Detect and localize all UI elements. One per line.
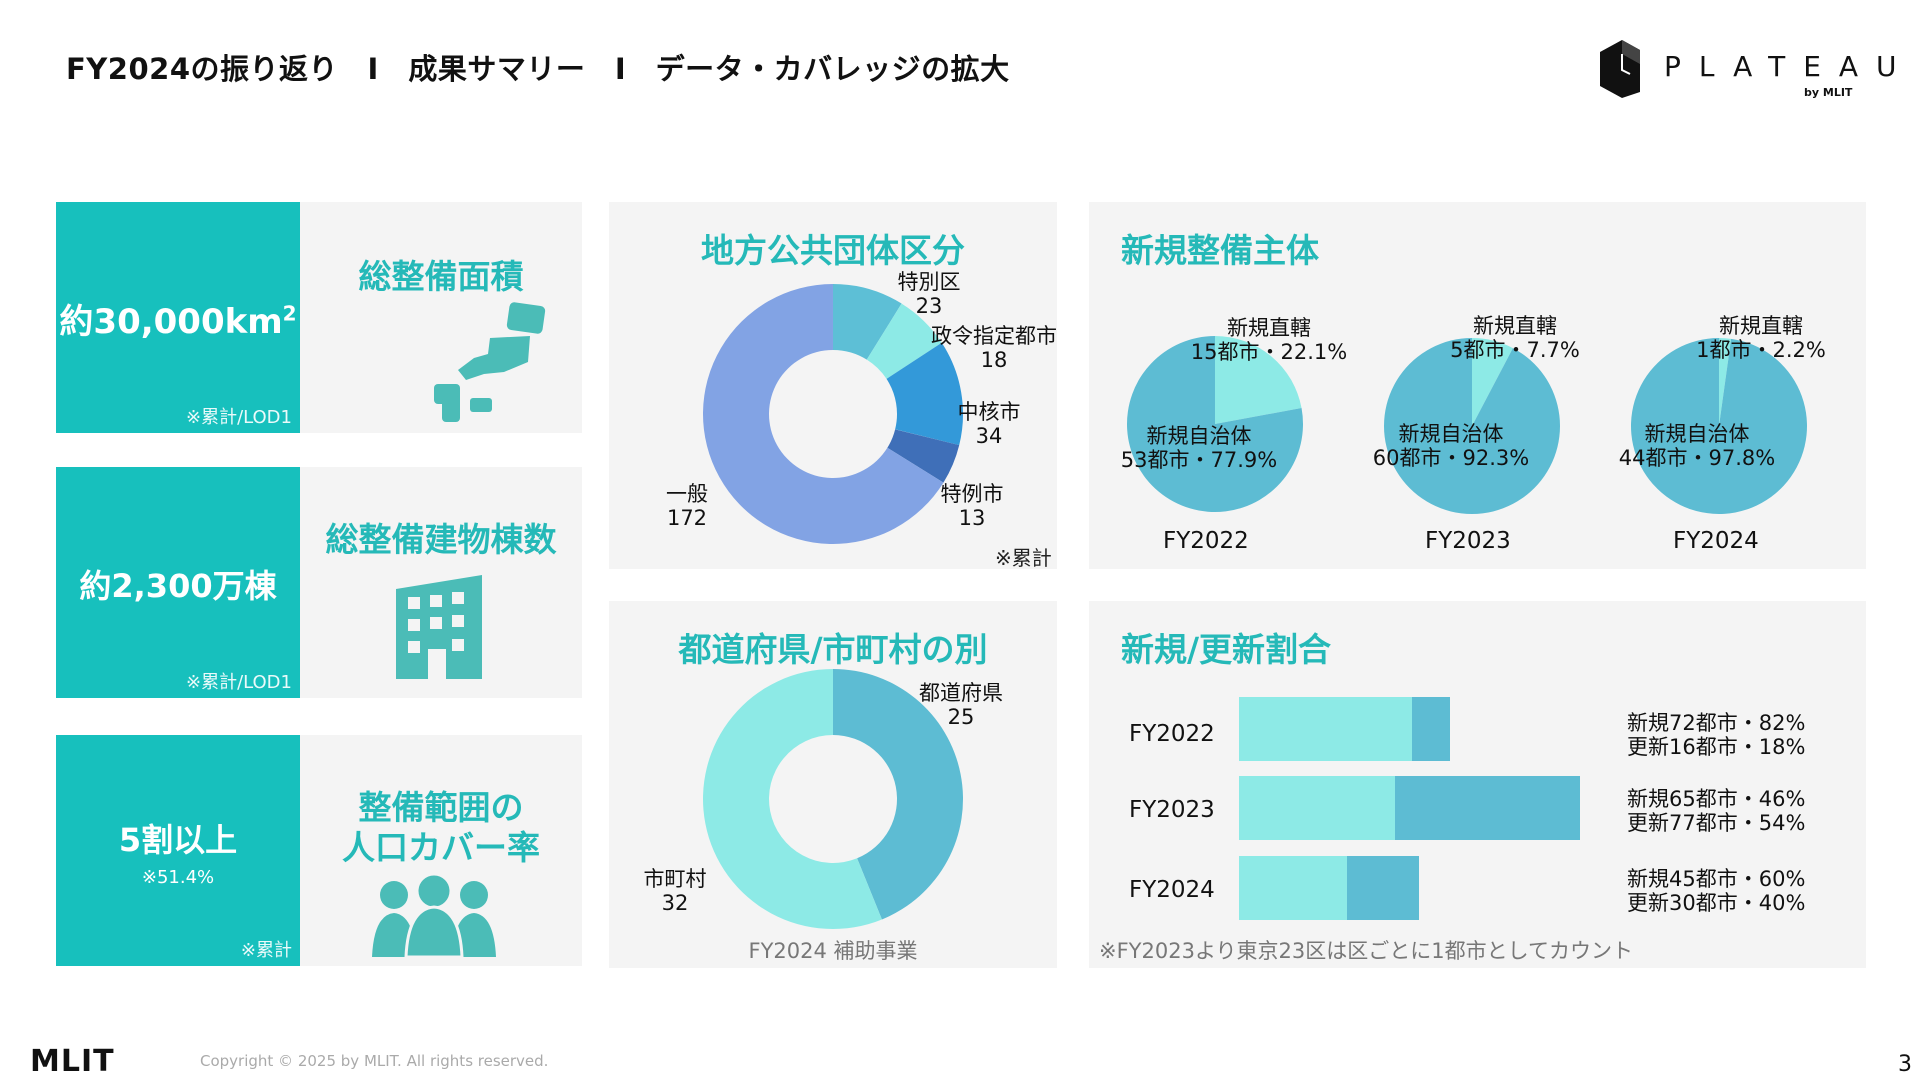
pie-fy2023-local-label: 新規自治体 60都市・92.3% [1372,422,1530,470]
plateau-logo: PLATEAU by MLIT [1600,40,1897,104]
kpi-value-panel: 約30,000km2 ※累計/LOD1 [56,202,300,433]
pie-slice-FY2024-新規直轄 [1719,338,1732,426]
kpi-label: 総整備建物棟数 [325,520,557,559]
kpi-note: ※累計/LOD1 [185,672,292,693]
local-gov-donut [703,284,963,544]
plateau-wordmark: PLATEAU [1664,50,1915,83]
ratio-bar-update [1411,697,1451,761]
kpi-value: 約2,300万棟 [79,567,277,605]
pref-muni-title: 都道府県/市町村の別 [678,630,988,669]
label-general: 一般 172 [666,482,708,530]
building-icon [396,575,482,679]
local-gov-title: 地方公共団体区分 [701,231,965,270]
pref-muni-donut [702,669,963,929]
pie-slice-特別区 [833,284,902,360]
pie-slice-FY2022-新規自治体 [1127,336,1303,512]
people-icon [372,872,496,957]
new-entities-card: 新規整備主体 新規直轄 15都市・22.1% 新規自治体 53都市・77.9% FY… [1089,202,1866,569]
ratio-year-fy2023: FY2023 [1129,797,1215,823]
plateau-cube-icon [1600,40,1640,98]
ratio-year-fy2022: FY2022 [1129,721,1215,747]
ratio-bar-update [1347,856,1420,920]
copyright: Copyright © 2025 by MLIT. All rights res… [200,1052,549,1070]
pie-fy2022-direct-label: 新規直轄 15都市・22.1% [1190,316,1348,364]
kpi-label-line1: 整備範囲の [358,788,524,827]
ratio-bar-new [1239,856,1348,920]
pie-fy2023-direct-label: 新規直轄 5都市・7.7% [1450,314,1580,362]
page-title: FY2024の振り返り I 成果サマリー I データ・カバレッジの拡大 [66,52,1010,86]
pie-slice-市町村 [702,669,882,929]
pie-slice-FY2024-新規自治体 [1631,338,1807,514]
new-entities-pies [1127,336,1807,514]
kpi-card-population: 5割以上 ※51.4% ※累計 整備範囲の 人口カバー率 [56,735,582,966]
ratio-bar-new [1239,776,1396,840]
page-number: 3 [1898,1052,1912,1077]
kpi-value-panel: 5割以上 ※51.4% ※累計 [56,735,300,966]
kpi-card-area: 約30,000km2 ※累計/LOD1 総整備面積 [56,202,582,433]
pie-fy2024-local-label: 新規自治体 44都市・97.8% [1618,422,1776,470]
pie-fy2024-direct-label: 新規直轄 1都市・2.2% [1696,314,1826,362]
ratio-text-fy2023: 新規65都市・46% 更新77都市・54% [1627,787,1806,835]
ratio-text-fy2022: 新規72都市・82% 更新16都市・18% [1627,711,1806,759]
pie-fy2024-year: FY2024 [1673,528,1759,554]
pie-slice-中核市 [886,342,963,446]
pie-fy2022-local-label: 新規自治体 53都市・77.9% [1120,424,1278,472]
pie-fy2022-year: FY2022 [1163,528,1249,554]
ratio-bar-update [1395,776,1580,840]
label-special-city: 特例市 13 [940,482,1004,530]
pie-slice-FY2022-新規直轄 [1215,336,1302,424]
kpi-card-buildings: 約2,300万棟 ※累計/LOD1 総整備建物棟数 [56,467,582,698]
ratio-bar-new [1239,697,1412,761]
kpi-value: 約30,000km2 [59,301,297,342]
pie-slice-特例市 [887,429,960,483]
new-entities-title: 新規整備主体 [1121,231,1319,270]
kpi-sub: ※51.4% [141,867,215,888]
ratio-year-fy2024: FY2024 [1129,877,1215,903]
pie-slice-都道府県 [833,669,963,920]
label-municipality: 市町村 32 [643,867,707,915]
kpi-note: ※累計 [240,940,292,961]
japan-map-icon [434,302,546,422]
kpi-label-line2: 人口カバー率 [342,828,540,867]
label-designated-city: 政令指定都市 18 [931,324,1057,372]
ratio-note: ※FY2023より東京23区は区ごとに1都市としてカウント [1099,939,1633,963]
label-special-ward: 特別区 23 [897,270,961,318]
label-core-city: 中核市 34 [957,400,1021,448]
plateau-sub: by MLIT [1804,86,1853,99]
ratio-text-fy2024: 新規45都市・60% 更新30都市・40% [1627,867,1806,915]
pref-muni-caption: FY2024 補助事業 [748,939,918,963]
kpi-note: ※累計/LOD1 [185,407,292,428]
local-gov-note: ※累計 [995,546,1052,570]
kpi-value-panel: 約2,300万棟 ※累計/LOD1 [56,467,300,698]
kpi-label: 総整備面積 [358,257,524,296]
pie-slice-一般 [703,284,944,544]
ratio-card: 新規/更新割合 FY2022 新規72都市・82% 更新16都市・18% FY20… [1089,601,1866,968]
pie-slice-政令指定都市 [866,303,942,379]
pie-slice-FY2023-新規自治体 [1384,338,1560,514]
kpi-value: 5割以上 [118,821,238,859]
mlit-logo: MLIT [30,1044,115,1079]
ratio-title: 新規/更新割合 [1121,630,1332,669]
local-gov-card: 地方公共団体区分 特別区 23 政令指定都市 18 中核市 34 特例市 13 一般 17… [609,202,1057,570]
label-prefecture: 都道府県 25 [919,681,1003,729]
pie-slice-FY2023-新規直轄 [1472,338,1513,426]
pref-muni-card: 都道府県/市町村の別 都道府県 25 市町村 32 FY2024 補助事業 [609,601,1057,968]
pie-fy2023-year: FY2023 [1425,528,1511,554]
